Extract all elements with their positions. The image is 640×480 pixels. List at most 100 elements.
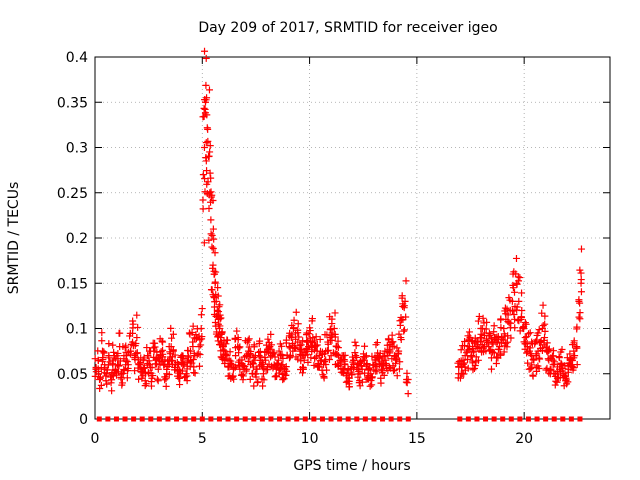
data-point — [216, 322, 224, 330]
data-point — [202, 81, 210, 89]
data-point — [203, 167, 211, 175]
data-point — [275, 366, 283, 374]
x-tick-label: 5 — [198, 431, 207, 447]
data-point — [98, 337, 106, 345]
data-point — [179, 361, 187, 369]
data-point — [214, 320, 222, 328]
y-tick-label: 0.25 — [57, 186, 88, 202]
data-point — [400, 302, 408, 310]
data-point — [487, 335, 495, 343]
baseline-point — [362, 416, 368, 422]
data-point — [180, 355, 188, 363]
data-point — [524, 359, 532, 367]
data-point — [529, 372, 537, 380]
data-point — [230, 364, 238, 372]
x-tick-label: 20 — [515, 431, 533, 447]
data-point — [557, 359, 565, 367]
data-point — [348, 371, 356, 379]
data-point — [504, 311, 512, 319]
data-point — [492, 359, 500, 367]
baseline-point — [225, 416, 231, 422]
data-point — [474, 317, 482, 325]
data-point — [397, 336, 405, 344]
y-tick-label: 0.05 — [57, 367, 88, 383]
data-point — [458, 369, 466, 377]
baseline-point — [371, 416, 377, 422]
data-point — [292, 344, 300, 352]
data-point — [109, 360, 117, 368]
data-point — [203, 111, 211, 119]
data-point — [207, 216, 215, 224]
data-point — [176, 381, 184, 389]
data-point — [496, 350, 504, 358]
data-point — [573, 361, 581, 369]
data-point — [493, 353, 501, 361]
y-tick-label: 0.2 — [66, 231, 88, 247]
data-point — [200, 144, 208, 151]
y-tick-label: 0.35 — [57, 95, 88, 111]
data-point — [515, 277, 523, 285]
data-point — [222, 340, 230, 348]
x-tick-label: 10 — [301, 431, 319, 447]
data-point — [196, 362, 204, 370]
data-point — [268, 341, 276, 349]
data-point — [358, 378, 366, 386]
data-point — [222, 350, 230, 358]
data-point — [522, 320, 530, 328]
data-point — [535, 326, 543, 334]
data-point — [169, 330, 177, 338]
data-point — [270, 349, 278, 357]
data-point — [396, 317, 404, 325]
baseline-point — [328, 416, 334, 422]
data-point — [99, 354, 107, 362]
data-point — [572, 344, 580, 352]
data-point — [209, 245, 217, 253]
data-point — [169, 346, 177, 354]
data-point — [236, 343, 244, 351]
data-point — [259, 360, 267, 368]
data-point — [357, 362, 365, 370]
data-point — [151, 343, 159, 351]
data-point — [469, 348, 477, 356]
data-point — [163, 365, 171, 373]
data-point — [182, 373, 190, 381]
data-point — [534, 362, 542, 370]
data-point — [199, 171, 207, 179]
data-point — [212, 297, 220, 305]
data-point — [479, 314, 487, 322]
baseline-point — [285, 416, 291, 422]
y-tick-label: 0 — [79, 412, 88, 428]
data-point — [127, 347, 135, 355]
data-point — [211, 278, 219, 286]
data-point — [289, 339, 297, 347]
data-point — [366, 364, 374, 372]
data-point — [221, 347, 229, 355]
data-point — [513, 280, 521, 288]
data-point — [190, 369, 198, 377]
data-point — [294, 355, 302, 363]
data-point — [192, 331, 200, 339]
data-point — [352, 342, 360, 350]
data-point — [515, 297, 523, 305]
data-point — [123, 358, 131, 366]
data-point — [457, 346, 465, 354]
baseline-point — [388, 416, 394, 422]
data-point — [311, 354, 319, 362]
data-point — [333, 350, 341, 358]
baseline-point — [113, 416, 119, 422]
data-point — [377, 365, 385, 373]
data-point — [274, 360, 282, 368]
data-point — [168, 334, 176, 342]
data-point — [509, 281, 517, 289]
data-point — [502, 340, 510, 348]
data-point — [400, 327, 408, 335]
data-point — [328, 315, 336, 323]
data-point — [401, 297, 409, 305]
data-point — [94, 357, 102, 365]
data-point — [386, 349, 394, 357]
data-point — [539, 322, 547, 330]
data-point — [461, 352, 469, 360]
data-point — [102, 372, 110, 380]
baseline-point — [156, 416, 162, 422]
data-point — [246, 375, 254, 383]
